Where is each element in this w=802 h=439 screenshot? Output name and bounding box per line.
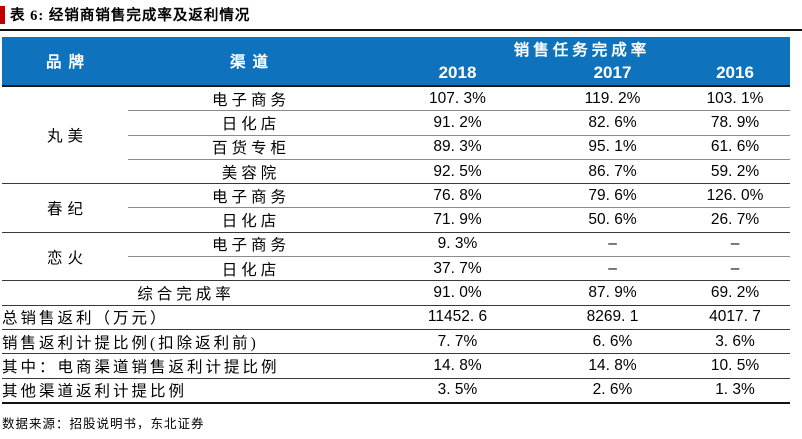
title-rule — [0, 29, 802, 31]
channel-cell: 日化店 — [128, 256, 370, 282]
summary-row: 总销售返利（万元） 11452. 6 8269. 1 4017. 7 — [2, 305, 791, 330]
value-cell: 71. 9% — [370, 207, 545, 233]
year-header-2018: 2018 — [370, 61, 545, 87]
summary-label: 总销售返利（万元） — [2, 305, 370, 330]
channel-column-header: 渠道 — [128, 37, 370, 87]
title-accent-bar — [0, 5, 5, 24]
channel-cell: 电子商务 — [128, 86, 370, 112]
summary-label: 其他渠道返利计提比例 — [2, 378, 370, 404]
table-row: 美容院 92. 5% 86. 7% 59. 2% — [2, 159, 791, 185]
table-row: 恋火 电子商务 9. 3% – – — [2, 232, 791, 282]
value-cell: 50. 6% — [545, 207, 680, 233]
value-cell: 14. 8% — [545, 353, 680, 379]
table-title-row: 表 6: 经销商销售完成率及返利情况 — [0, 0, 802, 29]
value-cell: 3. 5% — [370, 378, 545, 404]
value-cell: 1. 3% — [680, 378, 791, 404]
value-cell: 107. 3% — [370, 86, 545, 112]
brand-cell: 恋火 — [2, 232, 128, 282]
value-cell: 4017. 7 — [680, 305, 791, 330]
value-cell: 3. 6% — [680, 329, 791, 355]
value-cell: 26. 7% — [680, 207, 791, 233]
brand-cell: 春纪 — [2, 183, 128, 233]
channel-cell: 电子商务 — [128, 183, 370, 209]
value-cell: 79. 6% — [545, 183, 680, 209]
value-cell: 78. 9% — [680, 110, 791, 136]
table-row: 日化店 91. 2% 82. 6% 78. 9% — [2, 110, 791, 136]
value-cell: 91. 2% — [370, 110, 545, 136]
value-cell: – — [680, 232, 791, 258]
year-header-2017: 2017 — [545, 61, 680, 87]
summary-row: 综合完成率 91. 0% 87. 9% 69. 2% — [2, 280, 791, 306]
value-cell: – — [545, 256, 680, 282]
value-cell: 6. 6% — [545, 329, 680, 355]
value-cell: 87. 9% — [545, 280, 680, 306]
value-cell: 76. 8% — [370, 183, 545, 209]
brand-cell: 丸美 — [2, 86, 128, 185]
table-row: 日化店 37. 7% – – — [2, 256, 791, 282]
summary-label: 综合完成率 — [2, 280, 370, 306]
value-cell: 8269. 1 — [545, 305, 680, 330]
channel-cell: 电子商务 — [128, 232, 370, 258]
summary-label: 销售返利计提比例(扣除返利前) — [2, 329, 370, 355]
summary-row: 其他渠道返利计提比例 3. 5% 2. 6% 1. 3% — [2, 378, 791, 404]
table-row: 丸美 电子商务 107. 3% 119. 2% 103. 1% — [2, 86, 791, 185]
channel-cell: 百货专柜 — [128, 135, 370, 160]
value-cell: 9. 3% — [370, 232, 545, 258]
table-header: 品牌 渠道 销售任务完成率 2018 2017 2016 — [2, 37, 791, 87]
value-cell: 37. 7% — [370, 256, 545, 282]
header-row-years: 2018 2017 2016 — [2, 61, 791, 87]
value-cell: 86. 7% — [545, 159, 680, 185]
table-row: 百货专柜 89. 3% 95. 1% 61. 6% — [2, 135, 791, 160]
value-cell: 103. 1% — [680, 86, 791, 112]
value-cell: 89. 3% — [370, 135, 545, 160]
value-cell: 11452. 6 — [370, 305, 545, 330]
value-cell: 92. 5% — [370, 159, 545, 185]
table-body: 丸美 电子商务 107. 3% 119. 2% 103. 1% 日化店 91. 2% 82. … — [2, 86, 791, 404]
completion-rate-span-header: 销售任务完成率 — [370, 37, 791, 61]
value-cell: 2. 6% — [545, 378, 680, 404]
table-title: 表 6: 经销商销售完成率及返利情况 — [10, 8, 251, 24]
summary-label: 其中：电商渠道销售返利计提比例 — [2, 353, 370, 379]
value-cell: 14. 8% — [370, 353, 545, 379]
channel-cell: 日化店 — [128, 110, 370, 136]
value-cell: 61. 6% — [680, 135, 791, 160]
table-row: 日化店 71. 9% 50. 6% 26. 7% — [2, 207, 791, 233]
value-cell: 95. 1% — [545, 135, 680, 160]
value-cell: 91. 0% — [370, 280, 545, 306]
table-row: 春纪 电子商务 76. 8% 79. 6% 126. 0% — [2, 183, 791, 233]
brand-column-header: 品牌 — [2, 37, 128, 87]
header-row-top: 品牌 渠道 销售任务完成率 — [2, 37, 791, 87]
value-cell: 126. 0% — [680, 183, 791, 209]
completion-rate-table: 品牌 渠道 销售任务完成率 2018 2017 2016 丸美 电子商务 107. … — [2, 37, 791, 404]
value-cell: – — [680, 256, 791, 282]
year-header-2016: 2016 — [680, 61, 791, 87]
channel-cell: 日化店 — [128, 207, 370, 233]
value-cell: 10. 5% — [680, 353, 791, 379]
value-cell: 69. 2% — [680, 280, 791, 306]
summary-row: 其中：电商渠道销售返利计提比例 14. 8% 14. 8% 10. 5% — [2, 353, 791, 379]
value-cell: 7. 7% — [370, 329, 545, 355]
summary-row: 销售返利计提比例(扣除返利前) 7. 7% 6. 6% 3. 6% — [2, 329, 791, 355]
value-cell: 82. 6% — [545, 110, 680, 136]
value-cell: 119. 2% — [545, 86, 680, 112]
value-cell: – — [545, 232, 680, 258]
channel-cell: 美容院 — [128, 159, 370, 185]
data-source-note: 数据来源：招股说明书，东北证券 — [2, 416, 205, 431]
value-cell: 59. 2% — [680, 159, 791, 185]
